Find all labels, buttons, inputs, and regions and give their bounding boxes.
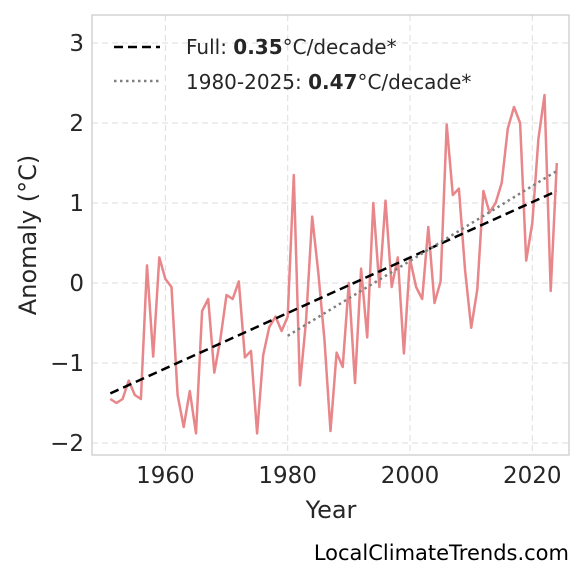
y-tick-label: 2 [69,111,84,137]
watermark: LocalClimateTrends.com [314,541,569,565]
anomaly-series-line [109,93,559,435]
x-axis-label: Year [305,496,357,524]
legend-full-label: Full: 0.35°C/decade* [186,35,397,59]
x-tick-label: 1960 [136,463,195,489]
legend: Full: 0.35°C/decade* 1980-2025: 0.47°C/d… [114,35,471,94]
legend-full-value: 0.35 [233,35,282,59]
x-tick-label: 2000 [381,463,440,489]
x-tick-label: 1980 [258,463,317,489]
full-trend-line [109,189,558,395]
y-tick-label: 1 [69,191,84,217]
x-tick-label: 2020 [503,463,562,489]
y-tick-label: 3 [69,31,84,57]
y-axis-label: Anomaly (°C) [14,155,42,315]
legend-recent-label: 1980-2025: 0.47°C/decade* [186,70,471,94]
plot-frame [91,14,570,456]
y-tick-label: −2 [50,431,84,457]
legend-recent-value: 0.47 [308,70,357,94]
y-tick-label: 0 [69,271,84,297]
recent-trend-line [287,169,558,337]
tick-labels: 1960 1980 2000 2020 −2 −1 0 1 2 3 [50,31,561,489]
grid [92,15,569,455]
data-layer [109,93,559,435]
y-tick-label: −1 [50,351,84,377]
